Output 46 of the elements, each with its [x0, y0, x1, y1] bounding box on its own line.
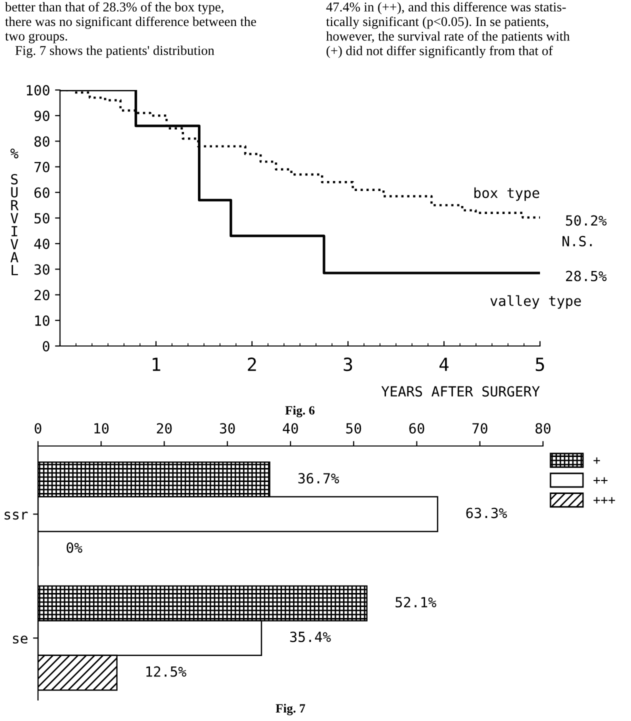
y-tick-label: 20: [34, 290, 50, 300]
y-tick-label: 40: [34, 238, 50, 250]
x-tick-label: 20: [156, 423, 172, 434]
data-label: 52.1%: [396, 596, 436, 608]
x-tick-label: 70: [472, 423, 488, 434]
series-label: box type: [474, 187, 540, 201]
y-tick-label: 100: [26, 85, 50, 96]
x-tick-label: 30: [220, 423, 235, 434]
y-tick-label: ssr: [4, 512, 28, 520]
y-tick-label: 60: [34, 187, 50, 198]
text: % SURVIVAL: [10, 148, 19, 276]
data-label: 35.4%: [290, 632, 331, 642]
legend-label: ++: [594, 477, 608, 484]
x-tick-label: 2: [248, 358, 256, 371]
y-tick-label: 50: [34, 213, 50, 224]
data-label: 12.5%: [146, 666, 186, 677]
legend-label: +++: [594, 497, 616, 504]
text: 47.4% in (++), and this difference was statis- tically significant (p<0.05). In se patients, however, the survival rate of the patients with (+) did not differ significantly from that of: [326, 2, 570, 58]
y-tick-label: 0: [42, 341, 50, 352]
x-axis-title: YEARS AFTER SURGERY: [381, 386, 540, 397]
x-tick-label: 3: [344, 358, 352, 372]
x-tick-label: 1: [152, 358, 160, 371]
x-tick-label: 10: [94, 423, 109, 434]
text: better than that of 28.3% of the box type, there was no significant difference between the two groups. Fig. 7 shows the patients' distribution: [5, 2, 256, 58]
x-tick-label: 80: [536, 423, 550, 434]
x-tick-label: 40: [282, 423, 298, 434]
data-label: 0%: [66, 542, 82, 553]
annotation: 50.2%: [566, 215, 607, 226]
y-tick-label: 70: [34, 162, 50, 172]
series-label: valley type: [490, 295, 581, 309]
y-tick-label: 90: [34, 110, 50, 122]
y-tick-label: 30: [34, 264, 50, 275]
legend-label: +: [594, 457, 600, 464]
y-tick-label: se: [13, 636, 28, 644]
text: Fig. 7: [276, 704, 306, 716]
x-tick-label: 60: [409, 423, 424, 434]
text: Fig. 6: [285, 406, 315, 418]
data-label: 63.3%: [466, 508, 507, 518]
text: N.S.: [562, 236, 592, 246]
annotation: 28.5%: [566, 270, 607, 282]
x-tick-label: 5: [536, 358, 544, 372]
y-tick-label: 80: [34, 136, 50, 147]
data-label: 36.7%: [298, 473, 340, 484]
x-tick-label: 50: [346, 423, 362, 434]
y-tick-label: 10: [35, 315, 50, 326]
x-tick-label: 4: [439, 358, 449, 371]
